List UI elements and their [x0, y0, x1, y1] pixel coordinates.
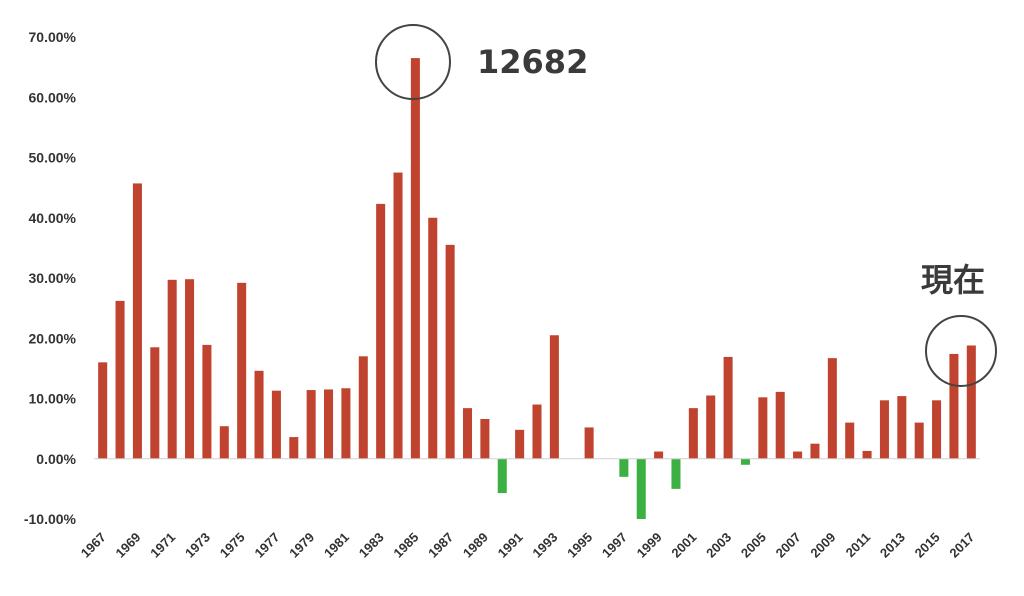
x-tick-label: 1983 — [356, 530, 387, 561]
bar-2012 — [879, 400, 889, 459]
x-tick-label: 1989 — [460, 530, 491, 561]
y-tick-label: 0.00% — [36, 451, 76, 467]
bar-2008 — [810, 443, 820, 459]
bar-1967 — [98, 362, 108, 459]
bar-1980 — [324, 389, 334, 459]
x-tick-label: 1981 — [321, 530, 352, 561]
x-tick-label: 1999 — [634, 530, 665, 561]
bar-2007 — [793, 451, 803, 459]
bar-1987 — [445, 244, 455, 459]
y-tick-label: 20.00% — [29, 330, 77, 346]
bar-1997 — [619, 458, 629, 477]
bar-2006 — [775, 391, 785, 459]
x-tick-label: 2011 — [843, 530, 874, 561]
annotation-peak-value: 12682 — [477, 43, 588, 81]
y-axis-ticks: 70.00% 60.00% 50.00% 40.00% 30.00% 20.00% 10.0… — [24, 29, 77, 527]
bar-2001 — [688, 408, 698, 459]
x-tick-label: 1967 — [78, 530, 109, 561]
bar-1991 — [515, 429, 525, 459]
y-tick-label: 70.00% — [29, 29, 77, 45]
bar-1975 — [237, 282, 247, 459]
bar-1984 — [393, 172, 403, 459]
bar-2010 — [845, 422, 855, 459]
x-tick-label: 1993 — [529, 530, 560, 561]
y-tick-label: 50.00% — [29, 150, 77, 166]
y-tick-label: 40.00% — [29, 210, 77, 226]
bar-1978 — [289, 437, 299, 459]
bar-1986 — [428, 217, 438, 459]
bar-1968 — [115, 300, 125, 459]
x-tick-label: 2001 — [668, 530, 699, 561]
x-tick-label: 1977 — [251, 530, 282, 561]
x-tick-label: 1987 — [425, 530, 456, 561]
bar-1998 — [636, 458, 646, 519]
x-tick-label: 2005 — [738, 530, 769, 561]
bar-1989 — [480, 418, 490, 459]
x-tick-label: 1979 — [286, 530, 317, 561]
bar-1990 — [497, 458, 507, 494]
bar-2013 — [897, 396, 907, 459]
highlight-circle-1985 — [375, 24, 451, 100]
bars-layer — [98, 58, 976, 519]
x-tick-label: 2017 — [946, 530, 977, 561]
bar-1993 — [549, 335, 559, 459]
x-tick-label: 2003 — [703, 530, 734, 561]
bar-2016 — [949, 353, 959, 459]
x-tick-label: 1985 — [390, 530, 421, 561]
bar-2014 — [914, 422, 924, 459]
x-tick-label: 1997 — [599, 530, 630, 561]
y-tick-label: 60.00% — [29, 89, 77, 105]
bar-2009 — [827, 358, 837, 459]
bar-2004 — [740, 458, 750, 465]
bar-1971 — [167, 279, 177, 459]
y-tick-label: -10.00% — [24, 511, 77, 527]
x-tick-label: 2013 — [877, 530, 908, 561]
bar-1969 — [132, 183, 142, 459]
bar-1974 — [219, 426, 229, 459]
bar-1976 — [254, 370, 264, 459]
bar-1970 — [150, 347, 160, 459]
highlight-circle-current — [925, 315, 997, 387]
x-tick-label: 1995 — [564, 530, 595, 561]
annotations-layer: 12682 現在 — [375, 24, 997, 387]
bar-2011 — [862, 450, 872, 459]
bar-2003 — [723, 356, 733, 459]
annotation-current-label: 現在 — [921, 261, 985, 299]
y-tick-label: 10.00% — [29, 391, 77, 407]
x-tick-label: 2015 — [912, 530, 943, 561]
bar-1992 — [532, 404, 542, 459]
bar-2015 — [932, 400, 942, 459]
bar-1985 — [410, 58, 420, 459]
x-tick-label: 1973 — [182, 530, 213, 561]
bar-1973 — [202, 344, 212, 459]
bar-2017 — [966, 345, 976, 459]
x-tick-label: 2007 — [773, 530, 804, 561]
x-tick-label: 1975 — [217, 530, 248, 561]
bar-1999 — [654, 451, 664, 459]
bar-1981 — [341, 388, 351, 459]
bar-2005 — [758, 397, 768, 459]
x-tick-label: 2009 — [807, 530, 838, 561]
bar-2002 — [706, 395, 716, 459]
x-axis-ticks: 1967 1969 1971 1973 1975 1977 1979 1981 1983 1985… — [78, 530, 978, 561]
bar-1982 — [358, 356, 368, 459]
bar-2000 — [671, 458, 681, 489]
x-tick-label: 1969 — [112, 530, 143, 561]
y-tick-label: 30.00% — [29, 270, 77, 286]
bar-1979 — [306, 390, 316, 459]
bar-1995 — [584, 427, 594, 459]
x-tick-label: 1991 — [495, 530, 526, 561]
bar-1988 — [462, 408, 473, 459]
bar-1977 — [271, 390, 281, 459]
bar-1972 — [185, 279, 195, 459]
x-tick-label: 1971 — [147, 530, 178, 561]
bar-1983 — [376, 203, 386, 459]
